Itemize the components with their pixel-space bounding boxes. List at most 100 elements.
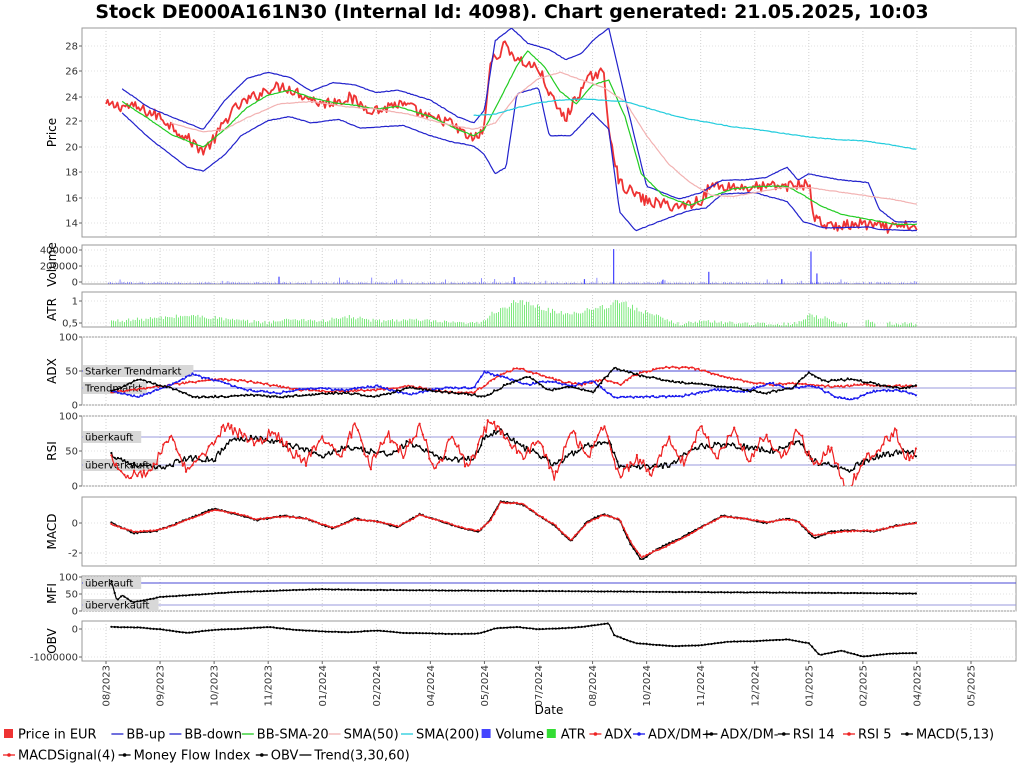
series-rsi-rsi-5-point <box>866 452 869 455</box>
series-macd-macdsignal-4--point <box>389 523 392 526</box>
series-rsi-rsi-14-point <box>489 433 492 436</box>
series-rsi-rsi-5-point <box>843 488 845 490</box>
series-macd-macdsignal-4--point <box>820 533 823 536</box>
series-obv-obv-point <box>752 640 755 643</box>
series-mfi-money-flow-index-point <box>502 589 505 593</box>
series-adx-adx-dm--point <box>736 386 739 389</box>
series-adx-adx-dm--point <box>785 387 788 390</box>
ref-tag-bg-rsi <box>83 459 159 471</box>
series-adx-adx-dm--point <box>554 388 557 391</box>
series-mfi-money-flow-index-point <box>470 589 473 592</box>
series-macd-macdsignal-4--point <box>668 543 671 546</box>
series-obv-obv-point <box>720 641 723 644</box>
series-macd-macdsignal-4--point <box>496 507 499 510</box>
series-adx-adx-dm--point <box>460 392 463 395</box>
series-adx-adx-dm--point <box>392 391 395 394</box>
series-adx-adx-dm--point <box>548 388 551 391</box>
series-adx-adx-dm--point <box>713 388 716 391</box>
series-rsi-rsi-14-point <box>908 452 911 455</box>
series-adx-adx-dm--point <box>859 379 862 382</box>
series-adx-adx-dm--point <box>557 387 561 390</box>
series-adx-adx-dm--point <box>301 388 304 391</box>
series-adx-adx-dm--point <box>304 394 308 397</box>
series-adx-adx-dm--point <box>590 390 593 393</box>
series-rsi-rsi-14-point <box>736 447 739 450</box>
series-mfi-money-flow-index-point <box>629 590 632 593</box>
series-adx-adx-dm--point <box>340 388 343 391</box>
series-adx-adx-point <box>395 387 398 390</box>
series-obv-obv-point <box>765 639 768 642</box>
series-rsi-rsi-5-point <box>898 443 901 446</box>
series-mfi-money-flow-index-point <box>373 589 376 592</box>
series-adx-adx-point <box>480 387 483 390</box>
series-obv-obv-point <box>823 652 827 655</box>
series-adx-adx-dm--point <box>694 393 697 396</box>
series-mfi-money-flow-index-point <box>360 588 363 592</box>
series-mfi-money-flow-index-point <box>557 590 561 593</box>
series-macd-macdsignal-4--point <box>275 515 278 518</box>
series-obv-obv-point <box>269 626 272 629</box>
series-adx-adx-dm--point <box>762 384 765 387</box>
series-obv-obv-point <box>801 641 804 644</box>
series-adx-adx-point <box>658 367 661 370</box>
series-macd-macdsignal-4--point <box>113 524 116 527</box>
series-mfi-money-flow-index-point <box>473 589 476 592</box>
series-mfi-money-flow-index-point <box>437 589 441 592</box>
series-mfi-money-flow-index-point <box>382 589 385 592</box>
series-rsi-rsi-14-point <box>129 462 132 466</box>
series-mfi-money-flow-index-point <box>564 590 567 593</box>
series-obv-obv-point <box>694 644 697 647</box>
series-adx-adx-dm--point <box>895 388 898 391</box>
series-macd-macdsignal-4--point <box>434 518 437 521</box>
ref-tag-mfi: überkauft <box>85 579 133 590</box>
series-adx-adx-dm--point <box>467 393 470 396</box>
series-macd-macdsignal-4--point <box>217 509 220 512</box>
series-adx-adx-dm--point <box>707 383 710 387</box>
series-mfi-money-flow-index-point <box>798 591 801 594</box>
series-adx-adx-dm--point <box>360 386 363 389</box>
series-mfi-money-flow-index-point <box>282 589 285 592</box>
series-macd-macdsignal-4--point <box>126 528 129 531</box>
series-macd-macdsignal-4--point <box>545 518 548 521</box>
series-macd-macdsignal-4--point <box>707 522 710 525</box>
series-mfi-money-flow-index-point <box>457 589 460 592</box>
series-obv-obv-point <box>830 651 833 654</box>
series-rsi-rsi-14-point <box>532 448 535 451</box>
series-rsi-rsi-14-point <box>425 448 428 451</box>
series-rsi-rsi-5-point <box>175 448 178 451</box>
series-mfi-money-flow-index-point <box>859 591 862 595</box>
series-adx-adx-dm--point <box>639 375 642 378</box>
series-adx-adx-dm--point <box>327 387 330 390</box>
series-obv-obv-point <box>879 653 882 656</box>
series-adx-adx-dm--point <box>116 388 119 391</box>
series-macd-macdsignal-4--point <box>914 521 918 525</box>
series-rsi-rsi-5-point <box>272 432 275 435</box>
series-rsi-rsi-14-point <box>538 455 541 458</box>
series-mfi-money-flow-index-point <box>499 589 502 593</box>
series-rsi-rsi-14-point <box>506 432 509 435</box>
series-adx-adx-dm--point <box>716 385 720 388</box>
series-rsi-rsi-14-point <box>762 449 765 452</box>
series-obv-obv-point <box>626 639 629 642</box>
series-price-bb-up-line <box>121 28 917 223</box>
series-rsi-rsi-5-point <box>807 450 810 453</box>
series-adx-adx-dm--point <box>350 393 353 396</box>
series-adx-adx-dm--point <box>113 388 116 391</box>
series-rsi-rsi-5-point <box>142 469 145 472</box>
series-adx-adx-point <box>609 380 613 383</box>
series-mfi-money-flow-index-point <box>879 592 882 595</box>
series-macd-macdsignal-4--point <box>123 527 126 530</box>
series-obv-obv-point <box>330 630 334 633</box>
series-adx-adx-point <box>515 367 519 370</box>
series-rsi-rsi-14-point <box>304 447 308 450</box>
series-macd-macdsignal-4--point <box>765 521 768 524</box>
series-macd-macdsignal-4--point <box>888 526 892 529</box>
series-mfi-money-flow-index-point <box>652 590 655 593</box>
series-adx-adx-dm--point <box>421 388 424 391</box>
series-rsi-rsi-14-point <box>557 459 561 462</box>
series-adx-adx-dm--point <box>480 375 483 378</box>
series-mfi-money-flow-index <box>110 580 918 604</box>
legend-item: SMA(200) <box>401 728 479 743</box>
xtick-label: 10/2023 <box>210 665 221 707</box>
series-adx-adx-dm--point <box>609 393 613 396</box>
